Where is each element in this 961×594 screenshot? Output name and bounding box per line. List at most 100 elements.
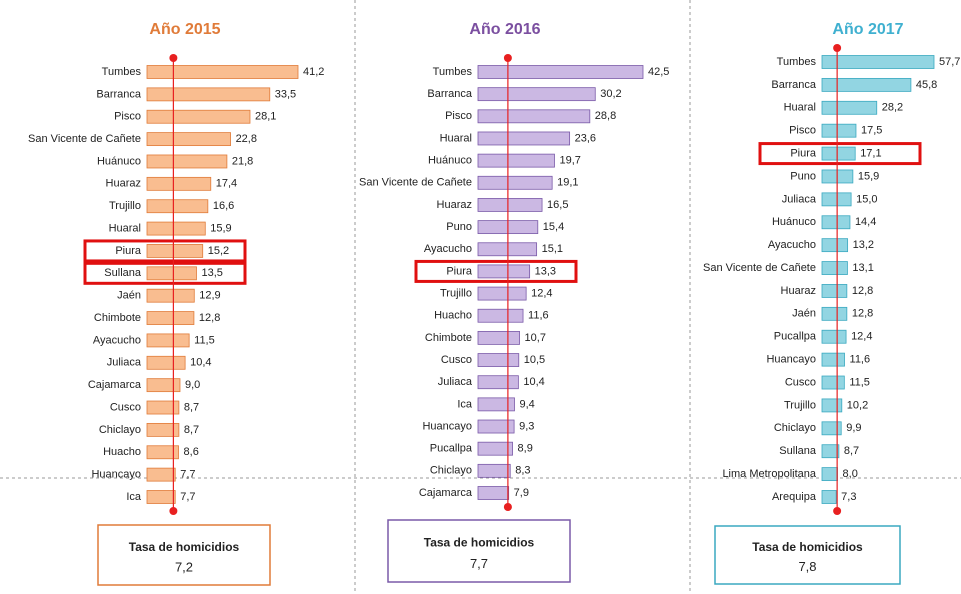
category-label: Huánuco [772,216,816,228]
category-label: Puno [790,170,816,182]
bar [146,154,228,169]
value-label: 11,6 [850,354,871,366]
category-label: Jaén [792,308,816,320]
category-label: Chimbote [94,312,141,324]
bar [477,198,543,212]
value-label: 23,6 [575,132,596,144]
value-label: 9,0 [185,379,200,391]
category-label: Puno [446,221,472,233]
bar [477,175,553,190]
category-label: Chiclayo [99,424,141,436]
category-label: Tumbes [102,66,142,78]
value-label: 13,1 [852,262,873,274]
rate-box [97,524,271,586]
bar [477,419,515,434]
value-label: 28,8 [595,110,616,122]
value-label: 10,4 [523,376,544,388]
category-label: Juliaca [438,376,473,388]
value-label: 7,3 [841,491,856,503]
category-label: Huancayo [422,420,472,432]
category-label: Barranca [771,79,817,91]
category-label: Pucallpa [430,443,473,455]
bar [477,87,596,102]
value-label: 8,7 [184,424,199,436]
category-label: Barranca [96,88,142,100]
category-label: Ayacucho [768,239,816,251]
value-label: 9,9 [846,422,861,434]
bar [821,123,857,138]
value-label: 12,8 [852,308,873,320]
bar [477,264,531,279]
value-label: 10,2 [847,399,868,411]
bar [146,109,251,124]
value-label: 12,8 [199,312,220,324]
panel-title: Año 2015 [149,21,220,38]
value-label: 15,4 [543,221,564,233]
value-label: 12,4 [531,287,552,299]
value-label: 19,1 [557,177,578,189]
category-label: Piura [790,147,817,159]
value-label: 17,5 [861,125,882,137]
category-label: Barranca [427,88,473,100]
value-label: 15,0 [856,193,877,205]
value-label: 30,2 [600,88,621,100]
category-label: Chimbote [425,332,472,344]
category-label: Pisco [789,125,816,137]
value-label: 12,4 [851,331,872,343]
category-label: San Vicente de Cañete [359,177,472,189]
category-label: Trujillo [440,287,472,299]
value-label: 9,4 [519,398,534,410]
bar [146,221,206,236]
category-label: Ayacucho [93,334,141,346]
category-label: Huaral [784,102,816,114]
value-label: 15,2 [208,245,229,257]
bar [821,306,848,321]
category-label: Chiclayo [430,465,472,477]
value-label: 33,5 [275,88,296,100]
category-label: Cusco [441,354,472,366]
bar [821,146,856,161]
value-label: 8,0 [843,468,858,480]
category-label: Sullana [104,267,142,279]
bar [146,422,180,437]
bar [821,77,912,92]
category-label: Pucallpa [774,331,817,343]
bar [477,330,520,345]
value-label: 10,5 [524,354,545,366]
bar [146,132,231,147]
category-label: Pisco [114,111,141,123]
bar [146,490,176,504]
bar [477,153,555,168]
value-label: 16,6 [213,200,234,212]
bar [821,444,840,459]
rate-value: 7,2 [175,560,193,575]
category-label: San Vicente de Cañete [28,133,141,145]
value-label: 57,7 [939,56,960,68]
highlight-box [83,239,247,263]
category-label: Ayacucho [424,243,472,255]
bar [821,238,849,253]
category-label: Cajamarca [419,487,473,499]
bar [146,355,186,370]
bar [821,284,848,298]
category-label: Huaral [109,222,141,234]
category-label: Piura [115,245,142,257]
category-label: Huánuco [428,155,472,167]
bar [477,486,510,500]
category-label: Ica [457,398,473,410]
value-label: 11,6 [528,310,549,322]
category-label: Piura [446,265,473,277]
value-label: 8,7 [184,401,199,413]
category-label: Sullana [779,445,817,457]
category-label: Trujillo [784,399,816,411]
value-label: 15,9 [858,170,879,182]
value-label: 17,4 [216,178,237,190]
category-label: Ica [126,491,142,503]
rate-value: 7,7 [470,556,488,571]
bar [477,308,524,323]
highlight-box [83,261,247,285]
category-label: Tumbes [433,66,473,78]
value-label: 12,9 [199,290,220,302]
value-label: 45,8 [916,79,937,91]
